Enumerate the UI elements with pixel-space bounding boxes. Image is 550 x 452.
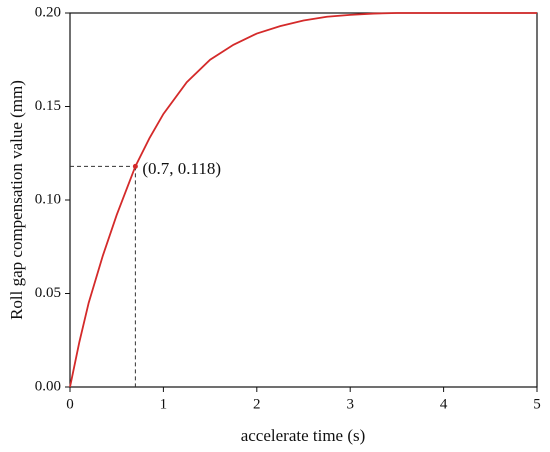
- x-tick-label: 2: [253, 396, 261, 412]
- y-tick-label: 0.10: [35, 191, 61, 207]
- annotation-point: [132, 163, 138, 169]
- y-tick-label: 0.20: [35, 4, 61, 20]
- plot-frame: [69, 12, 538, 388]
- y-tick-label: 0.00: [35, 378, 61, 394]
- x-tick-label: 5: [533, 396, 541, 412]
- annotation-label: (0.7, 0.118): [142, 159, 221, 178]
- x-tick-label: 1: [160, 396, 168, 412]
- x-axis-label: accelerate time (s): [241, 426, 366, 445]
- x-tick-label: 3: [346, 396, 354, 412]
- x-tick-label: 0: [66, 396, 74, 412]
- y-axis-label: Roll gap compensation value (mm): [7, 80, 26, 320]
- x-tick-label: 4: [440, 396, 448, 412]
- data-line: [69, 12, 537, 388]
- y-tick-label: 0.05: [35, 285, 61, 301]
- y-tick-label: 0.15: [35, 98, 61, 114]
